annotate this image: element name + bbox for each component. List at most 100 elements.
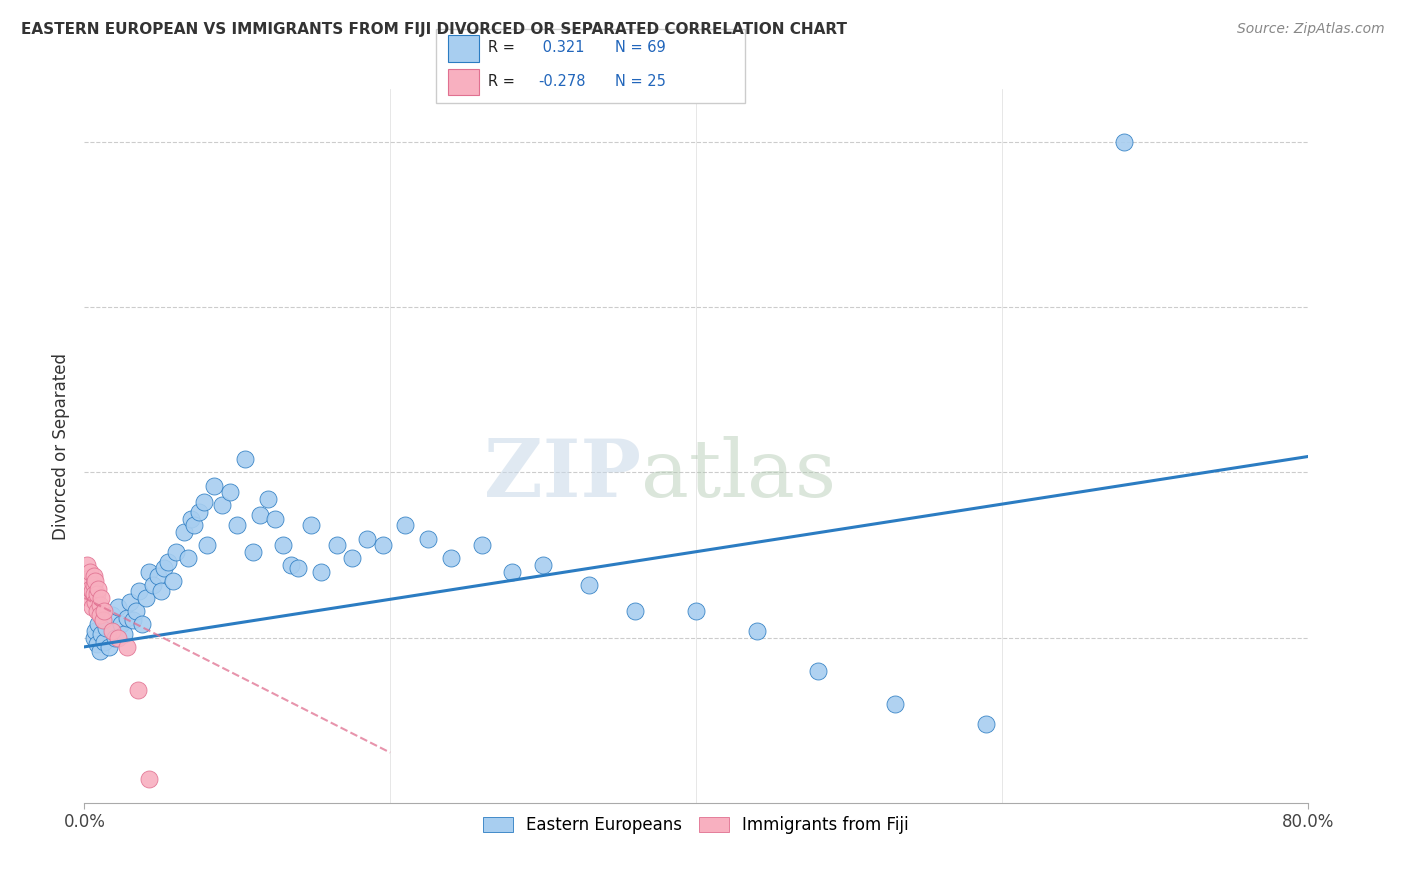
Point (138, 772, 160, 786)
Point (93, 634, 115, 648)
Point (89, 608, 111, 623)
Point (112, 626, 135, 640)
Point (135, 591, 157, 605)
Point (502, 565, 524, 579)
Point (131, 617, 153, 632)
Point (79, 565, 101, 579)
Point (249, 508, 271, 522)
Point (101, 608, 124, 623)
Point (578, 578, 600, 592)
Point (146, 568, 169, 582)
Legend: Eastern Europeans, Immigrants from Fiji: Eastern Europeans, Immigrants from Fiji (477, 810, 915, 841)
Point (91, 614, 114, 628)
Point (97, 640, 120, 654)
Point (83, 568, 105, 582)
Point (173, 524, 195, 539)
Text: R =: R = (488, 74, 520, 89)
Text: 0.321: 0.321 (538, 40, 585, 55)
Point (287, 560, 309, 574)
Point (188, 505, 211, 519)
Point (80, 600, 103, 615)
Point (122, 614, 145, 628)
Point (257, 491, 280, 506)
Point (90, 591, 112, 605)
Point (299, 518, 322, 533)
Point (1114, 135, 1136, 149)
FancyBboxPatch shape (449, 69, 479, 95)
Point (89, 598, 111, 612)
Point (162, 574, 184, 588)
Point (125, 604, 148, 618)
Point (371, 538, 394, 552)
Point (77, 591, 100, 605)
Point (325, 538, 347, 552)
Point (101, 624, 124, 638)
Point (93, 604, 115, 618)
Point (80, 584, 103, 599)
Point (89, 644, 111, 658)
Point (418, 532, 440, 546)
Point (180, 511, 202, 525)
Point (883, 697, 905, 711)
Point (84, 595, 107, 609)
Point (311, 565, 333, 579)
Point (747, 624, 769, 638)
Point (264, 511, 287, 525)
Point (87, 617, 110, 632)
Point (271, 538, 294, 552)
Point (79, 582, 101, 596)
Point (77, 571, 100, 585)
Point (115, 611, 138, 625)
Point (624, 604, 647, 618)
Text: atlas: atlas (641, 435, 837, 514)
Text: -0.278: -0.278 (538, 74, 585, 89)
Text: ZIP: ZIP (484, 435, 641, 514)
Point (83, 587, 105, 601)
Point (94, 621, 117, 635)
Point (685, 604, 707, 618)
Point (165, 545, 187, 559)
Point (87, 582, 110, 596)
Point (83, 578, 105, 592)
Point (177, 551, 200, 566)
Text: N = 69: N = 69 (616, 40, 666, 55)
Y-axis label: Divorced or Separated: Divorced or Separated (52, 352, 70, 540)
Point (83, 631, 105, 645)
Point (226, 518, 249, 533)
Point (91, 614, 114, 628)
Point (531, 558, 554, 572)
Point (356, 532, 378, 546)
Point (127, 683, 149, 698)
Point (157, 555, 180, 569)
Text: EASTERN EUROPEAN VS IMMIGRANTS FROM FIJI DIVORCED OR SEPARATED CORRELATION CHART: EASTERN EUROPEAN VS IMMIGRANTS FROM FIJI… (21, 22, 846, 37)
Point (107, 600, 129, 615)
Point (90, 626, 112, 640)
Point (104, 631, 127, 645)
Point (86, 604, 108, 618)
FancyBboxPatch shape (436, 29, 745, 103)
Point (976, 716, 998, 731)
Point (86, 587, 108, 601)
FancyBboxPatch shape (449, 36, 479, 62)
Point (340, 551, 363, 566)
Point (440, 551, 463, 566)
Point (86, 637, 108, 651)
Point (211, 499, 233, 513)
Point (107, 631, 129, 645)
Point (280, 558, 302, 572)
Point (394, 518, 416, 533)
Point (202, 478, 225, 492)
Point (120, 595, 142, 609)
Point (84, 574, 107, 588)
Point (142, 578, 165, 592)
Point (195, 538, 218, 552)
Text: R =: R = (488, 40, 520, 55)
Point (233, 452, 256, 467)
Point (110, 617, 132, 632)
Point (193, 494, 215, 508)
Point (128, 584, 150, 599)
Point (218, 485, 240, 500)
Point (149, 584, 172, 599)
Point (84, 624, 107, 638)
Point (76, 558, 98, 572)
